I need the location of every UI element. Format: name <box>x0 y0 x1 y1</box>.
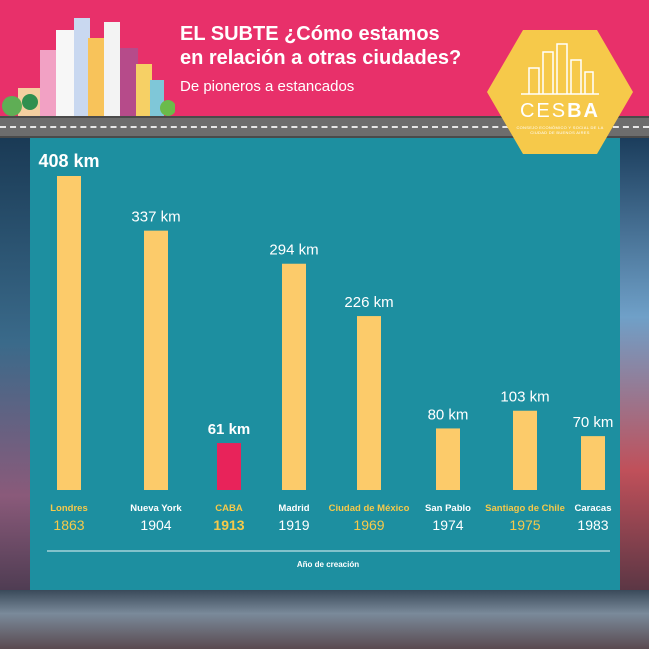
x-axis-label: Año de creación <box>297 560 359 569</box>
bar-7 <box>581 436 605 490</box>
bar-4 <box>357 316 381 490</box>
category-label-0: Londres <box>50 503 87 514</box>
category-label-6: Santiago de Chile <box>485 503 565 514</box>
title-line-1: EL SUBTE ¿Cómo estamos <box>180 23 440 45</box>
chart-subtitle: De pioneros a estancados <box>180 78 355 95</box>
city-skyline-icon <box>521 43 599 95</box>
value-label-5: 80 km <box>428 406 469 423</box>
value-label-0: 408 km <box>38 151 99 171</box>
year-label-2: 1913 <box>213 517 244 533</box>
value-label-3: 294 km <box>269 242 318 259</box>
logo-hexagon <box>487 30 633 154</box>
category-label-1: Nueva York <box>130 503 182 514</box>
year-label-5: 1974 <box>432 517 463 533</box>
value-label-6: 103 km <box>500 389 549 406</box>
bar-5 <box>436 428 460 490</box>
header-banner: EL SUBTE ¿Cómo estamos en relación a otr… <box>0 0 649 138</box>
city-skyline-illustration <box>2 18 175 122</box>
bar-6 <box>513 410 537 490</box>
category-label-7: Caracas <box>575 503 612 514</box>
bar-0 <box>57 176 81 490</box>
value-label-4: 226 km <box>344 294 393 311</box>
logo-name: CESBA <box>519 100 600 122</box>
background-photo-left <box>0 138 30 649</box>
category-label-2: CABA <box>215 503 243 514</box>
background-photo-right <box>620 138 649 649</box>
chart-title: EL SUBTE ¿Cómo estamos en relación a otr… <box>180 22 510 70</box>
category-label-3: Madrid <box>278 503 309 514</box>
year-label-6: 1975 <box>509 517 540 533</box>
year-label-3: 1919 <box>278 517 309 533</box>
background-photo-bottom <box>0 590 649 649</box>
value-label-1: 337 km <box>131 209 180 226</box>
title-line-2: en relación a otras ciudades? <box>180 47 462 69</box>
value-label-7: 70 km <box>573 414 614 431</box>
year-label-7: 1983 <box>577 517 608 533</box>
bar-3 <box>282 263 306 490</box>
logo-tagline: CONSEJO ECONÓMICO Y SOCIAL DE LA CIUDAD … <box>516 125 604 135</box>
category-label-5: San Pablo <box>425 503 471 514</box>
category-label-4: Ciudad de México <box>329 503 410 514</box>
bar-2 <box>217 443 241 490</box>
year-label-4: 1969 <box>353 517 384 533</box>
bar-1 <box>144 230 168 490</box>
year-label-1: 1904 <box>140 517 171 533</box>
road-stripe <box>0 116 649 138</box>
cesba-logo: CESBA CONSEJO ECONÓMICO Y SOCIAL DE LA C… <box>487 28 633 156</box>
chart-panel <box>30 138 620 590</box>
year-label-0: 1863 <box>53 517 84 533</box>
value-label-2: 61 km <box>208 421 251 438</box>
